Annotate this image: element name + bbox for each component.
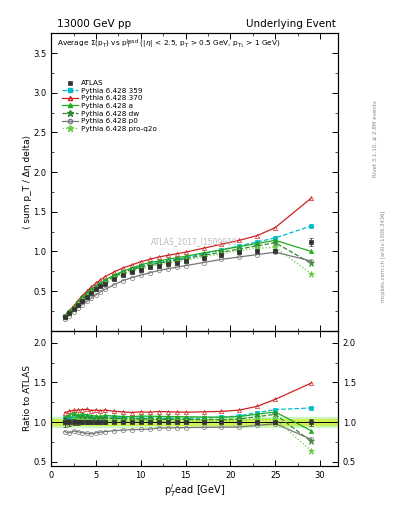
X-axis label: p$_T^l$ead [GeV]: p$_T^l$ead [GeV] [164,482,225,499]
Text: mcplots.cern.ch [arXiv:1306.3436]: mcplots.cern.ch [arXiv:1306.3436] [381,210,386,302]
Text: Underlying Event: Underlying Event [246,19,336,30]
Text: Rivet 3.1.10, ≥ 2.8M events: Rivet 3.1.10, ≥ 2.8M events [373,100,378,177]
Legend: ATLAS, Pythia 6.428 359, Pythia 6.428 370, Pythia 6.428 a, Pythia 6.428 dw, Pyth: ATLAS, Pythia 6.428 359, Pythia 6.428 37… [61,78,158,133]
Text: Average $\Sigma$(p$_T$) vs p$_T^{\rm lead}$ ($|\eta|$ < 2.5, p$_T$ > 0.5 GeV, p$: Average $\Sigma$(p$_T$) vs p$_T^{\rm lea… [57,38,281,51]
Y-axis label: ⟨ sum p_T / Δη delta⟩: ⟨ sum p_T / Δη delta⟩ [22,135,31,229]
Bar [51,419,338,425]
Bar [51,417,338,427]
Y-axis label: Ratio to ATLAS: Ratio to ATLAS [23,366,32,431]
Text: ATLAS_2017_I1509919: ATLAS_2017_I1509919 [151,237,238,246]
Text: 13000 GeV pp: 13000 GeV pp [57,19,131,30]
